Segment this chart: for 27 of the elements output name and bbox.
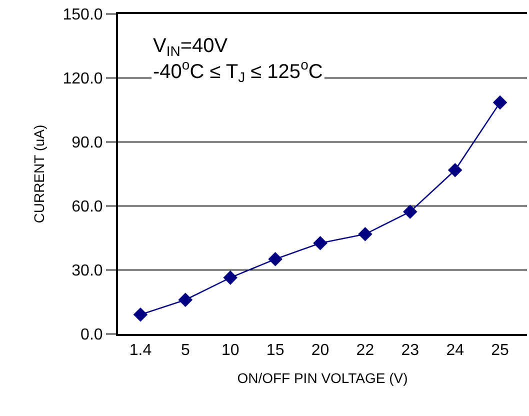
y-tick-label: 150.0 (62, 6, 103, 24)
x-tick-label: 15 (266, 342, 284, 360)
point (448, 163, 462, 178)
x-tick-label: 5 (180, 342, 190, 360)
x-tick-label: 22 (356, 342, 374, 360)
point (358, 227, 372, 242)
point (133, 307, 148, 322)
y-axis-title: CURRENT (uA) (30, 124, 47, 224)
point (313, 236, 328, 250)
y-tick-label: 90.0 (72, 134, 103, 152)
x-tick-label: 1.4 (129, 342, 152, 360)
x-tick-label: 10 (221, 342, 240, 360)
x-axis-title: ON/OFF PIN VOLTAGE (V) (237, 370, 408, 386)
point (402, 204, 418, 219)
point (178, 292, 193, 308)
x-tick-label: 20 (311, 342, 330, 360)
y-tick-label: 30.0 (72, 262, 103, 280)
y-tick-label: 120.0 (62, 70, 103, 88)
y-tick-label: 0.0 (80, 326, 103, 344)
y-tick-label: 60.0 (72, 198, 103, 216)
point (268, 252, 282, 266)
x-tick-label: 23 (401, 342, 420, 360)
point (223, 270, 238, 285)
x-tick-label: 25 (491, 342, 510, 360)
point (492, 95, 508, 110)
x-tick-label: 24 (446, 342, 464, 360)
text: V$_{IN}$=40V -40$^{o}$C ≤ T$_{J}$ ≤ 125$^{o}$C (153, 35, 323, 86)
